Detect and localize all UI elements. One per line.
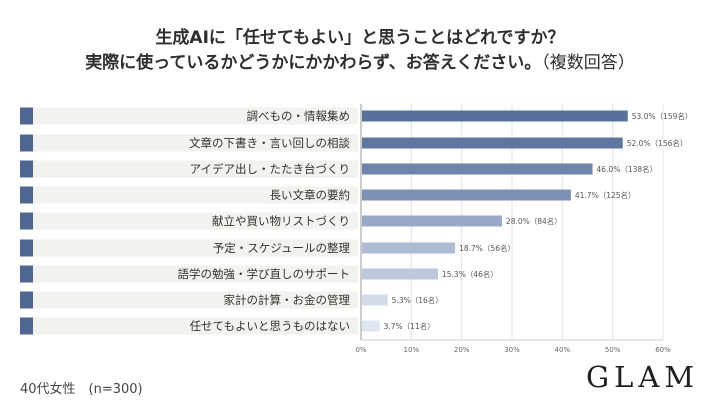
data-label: 15.3%（46名） bbox=[442, 269, 498, 279]
brand-logo: GLAM bbox=[586, 360, 700, 394]
x-tick-label: 0% bbox=[355, 346, 366, 354]
category-label: 文章の下書き・言い回しの相談 bbox=[189, 136, 350, 150]
category-marker bbox=[20, 134, 33, 152]
chart-title: 生成AIに「任せてもよい」と思うことはどれですか？ 実際に使っているかどうかにか… bbox=[0, 26, 720, 76]
category-label-box bbox=[20, 134, 358, 152]
bar bbox=[362, 215, 502, 227]
title-line-2: 実際に使っているかどうかにかかわらず、お答えください。（複数回答） bbox=[0, 51, 720, 76]
bar bbox=[362, 242, 456, 254]
bar bbox=[362, 268, 439, 280]
category-marker bbox=[20, 317, 33, 335]
category-label: 長い文章の要約 bbox=[270, 188, 351, 202]
bar bbox=[362, 110, 628, 122]
bar bbox=[362, 137, 623, 149]
data-label: 5.3%（16名） bbox=[392, 295, 443, 305]
category-label: 家計の計算・お金の管理 bbox=[224, 293, 351, 307]
data-label: 52.0%（156名） bbox=[627, 138, 688, 148]
category-marker bbox=[20, 239, 33, 257]
data-label: 41.7%（125名） bbox=[575, 190, 636, 200]
category-label-box bbox=[20, 291, 358, 309]
category-label-box bbox=[20, 265, 358, 283]
sample-note: 40代女性 (n=300) bbox=[20, 382, 143, 397]
category-marker bbox=[20, 186, 33, 204]
x-tick-label: 10% bbox=[404, 346, 420, 354]
bar bbox=[362, 189, 571, 201]
category-marker bbox=[20, 160, 33, 178]
title-line-2-note: （複数回答） bbox=[541, 53, 635, 73]
data-label: 53.0%（159名） bbox=[632, 111, 693, 121]
category-label-box bbox=[20, 186, 358, 204]
category-label: 予定・スケジュールの整理 bbox=[213, 241, 351, 255]
bar bbox=[362, 320, 380, 332]
bar bbox=[362, 294, 388, 306]
x-tick-label: 20% bbox=[454, 346, 470, 354]
category-label-box bbox=[20, 107, 358, 125]
category-marker bbox=[20, 107, 33, 125]
data-label: 28.0%（84名） bbox=[506, 216, 562, 226]
category-marker bbox=[20, 212, 33, 230]
data-label: 18.7%（56名） bbox=[459, 243, 515, 253]
category-label-box bbox=[20, 239, 358, 257]
x-tick-label: 60% bbox=[655, 346, 671, 354]
category-marker bbox=[20, 291, 33, 309]
title-line-2-main: 実際に使っているかどうかにかかわらず、お答えください。 bbox=[85, 53, 542, 73]
category-label-box bbox=[20, 160, 358, 178]
x-tick-label: 50% bbox=[605, 346, 621, 354]
category-label-box bbox=[20, 212, 358, 230]
category-label: 任せてもよいと思うものはない bbox=[190, 319, 350, 333]
category-marker bbox=[20, 265, 33, 283]
category-label: 調べもの・情報集め bbox=[247, 109, 351, 123]
category-label-box bbox=[20, 317, 358, 335]
x-tick-label: 40% bbox=[555, 346, 571, 354]
category-label: 語学の勉強・学び直しのサポート bbox=[178, 267, 351, 281]
bar bbox=[362, 163, 593, 175]
category-label: 献立や買い物リストづくり bbox=[212, 214, 350, 228]
x-tick-label: 30% bbox=[504, 346, 520, 354]
title-line-1: 生成AIに「任せてもよい」と思うことはどれですか？ bbox=[155, 28, 565, 48]
category-label: アイデア出し・たたき台づくり bbox=[190, 162, 350, 176]
data-label: 46.0%（138名） bbox=[597, 164, 658, 174]
data-label: 3.7%（11名） bbox=[384, 321, 435, 331]
